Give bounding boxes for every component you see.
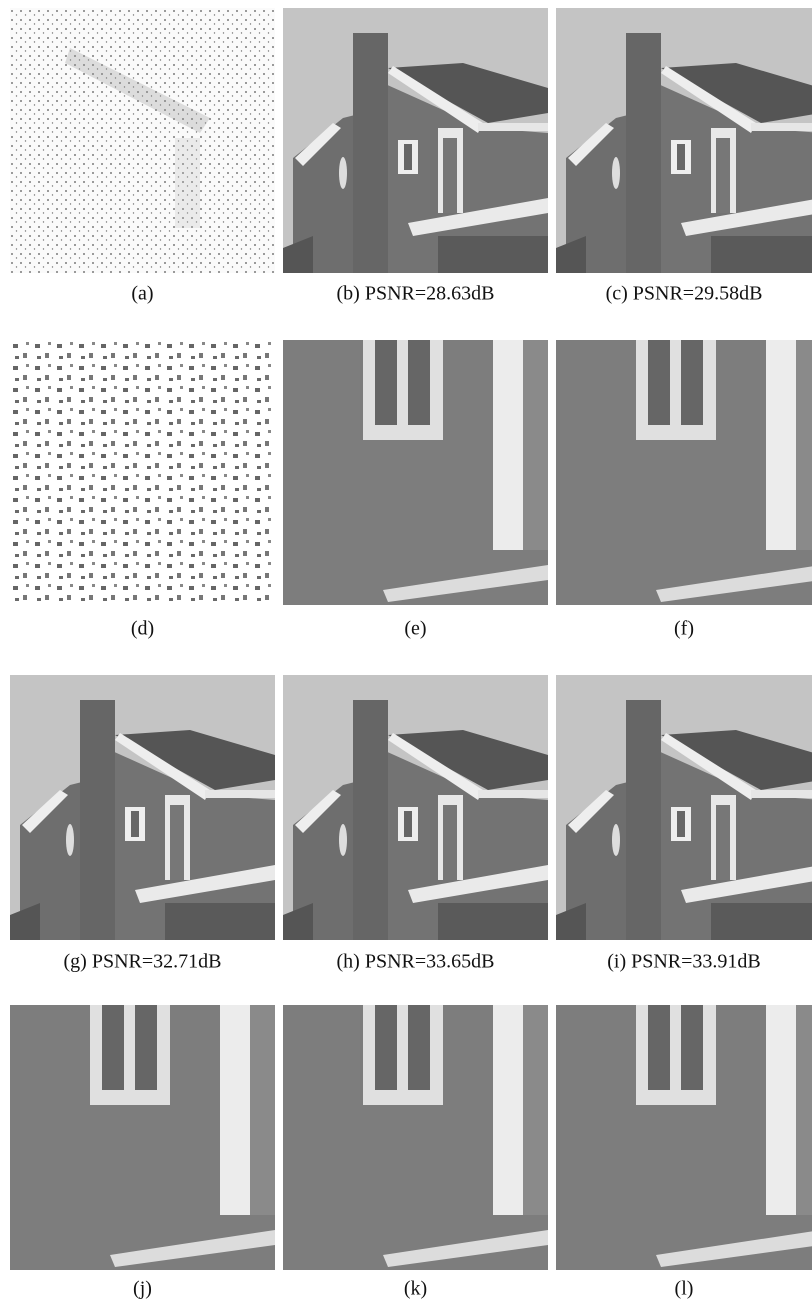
panel-image	[283, 8, 548, 273]
caption: (c) PSNR=29.58dB	[606, 283, 763, 305]
image	[556, 1005, 812, 1270]
panel	[10, 675, 275, 940]
caption: (a)	[131, 283, 153, 305]
panel	[10, 8, 275, 273]
caption: (l)	[675, 1278, 694, 1300]
panel-image	[10, 8, 275, 273]
panel	[556, 675, 812, 940]
panel	[556, 8, 812, 273]
panel	[283, 675, 548, 940]
image	[556, 8, 812, 273]
image	[283, 340, 548, 605]
image	[283, 675, 548, 940]
caption: (i) PSNR=33.91dB	[607, 951, 761, 973]
panel	[10, 1005, 275, 1270]
panel	[283, 1005, 548, 1270]
caption: (g) PSNR=32.71dB	[64, 951, 222, 973]
image	[10, 340, 275, 605]
image	[556, 675, 812, 940]
panel-image	[10, 675, 275, 940]
panel	[556, 1005, 812, 1270]
caption: (f)	[674, 618, 694, 640]
panel-image	[556, 340, 812, 605]
caption: (e)	[404, 618, 426, 640]
panel-image	[556, 8, 812, 273]
panel	[556, 340, 812, 605]
panel-image	[10, 1005, 275, 1270]
panel-image	[283, 1005, 548, 1270]
panel	[10, 340, 275, 605]
image	[10, 675, 275, 940]
image	[283, 8, 548, 273]
image	[10, 8, 275, 273]
panel-image	[556, 1005, 812, 1270]
panel	[283, 340, 548, 605]
figure: (a) (b) PSNR=28.63dB (c) PSNR=29.58dB (d) (e…	[0, 0, 812, 1312]
panel-image	[10, 340, 275, 605]
panel-image	[283, 340, 548, 605]
caption: (d)	[131, 618, 154, 640]
caption: (k)	[404, 1278, 427, 1300]
panel-image	[283, 675, 548, 940]
caption: (b) PSNR=28.63dB	[337, 283, 495, 305]
image	[556, 340, 812, 605]
panel-image	[556, 675, 812, 940]
image	[10, 1005, 275, 1270]
image	[283, 1005, 548, 1270]
page: (a) (b) PSNR=28.63dB (c) PSNR=29.58dB (d) (e…	[0, 0, 812, 1312]
panel	[283, 8, 548, 273]
caption: (j)	[133, 1278, 152, 1300]
caption: (h) PSNR=33.65dB	[337, 951, 495, 973]
